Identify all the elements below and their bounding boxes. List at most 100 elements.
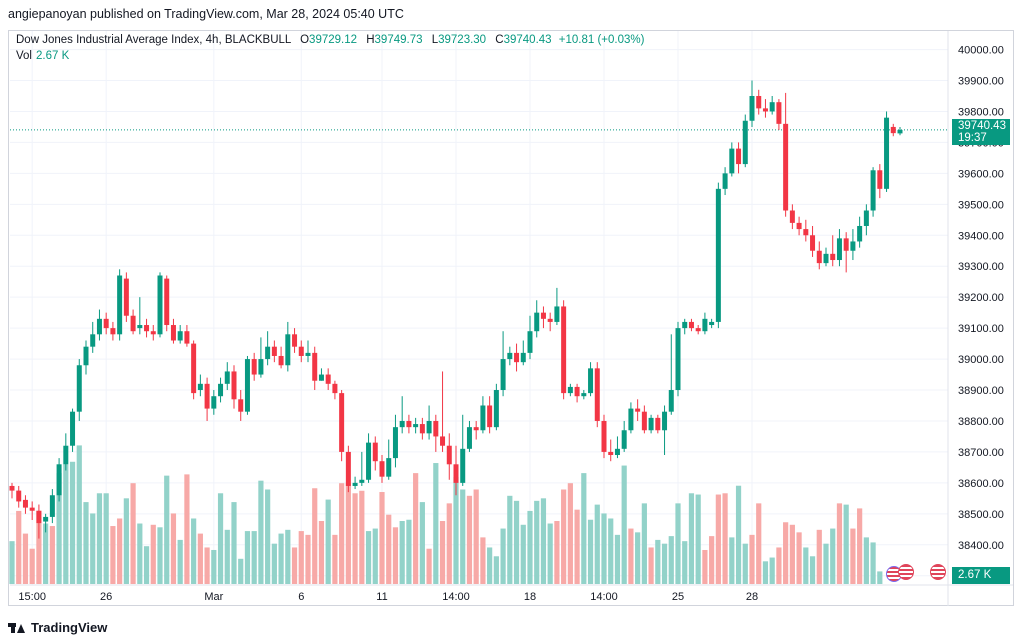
- candle-down: [641, 411, 647, 431]
- y-tick-label: 38900.00: [958, 385, 1004, 397]
- candle-up: [722, 173, 728, 189]
- volume-bar: [601, 513, 607, 584]
- volume-bar: [735, 485, 742, 584]
- candle-up: [749, 95, 755, 121]
- volume-bar: [352, 493, 358, 584]
- candle-up: [742, 120, 748, 165]
- x-tick-label: 25: [672, 591, 684, 603]
- volume-bar: [211, 549, 217, 584]
- volume-bar: [285, 529, 291, 584]
- volume-bar: [507, 495, 513, 584]
- chart-legend: Dow Jones Industrial Average Index, 4h, …: [16, 34, 644, 46]
- volume-bar: [143, 546, 150, 584]
- volume-bar: [547, 523, 553, 584]
- volume-bar: [870, 542, 876, 584]
- volume-bar: [258, 480, 264, 584]
- candle-up: [117, 275, 123, 335]
- candle-up: [480, 405, 486, 431]
- candle-up: [715, 188, 721, 322]
- candle-up: [567, 386, 573, 394]
- us-flag-icon-axis[interactable]: [930, 564, 946, 580]
- volume-bar: [157, 527, 163, 584]
- volume-bar: [298, 531, 304, 584]
- candle-up: [392, 427, 398, 459]
- candle-up: [157, 275, 163, 335]
- candle-down: [419, 424, 425, 434]
- volume-bar: [22, 533, 29, 584]
- y-tick-label: 39500.00: [958, 199, 1004, 211]
- volume-bar: [305, 534, 311, 584]
- chart-frame: [8, 30, 1014, 606]
- volume-bar: [244, 531, 251, 584]
- y-tick-label: 39800.00: [958, 106, 1004, 118]
- candle-up: [399, 420, 405, 428]
- x-tick-label: 28: [746, 591, 758, 603]
- candle-down: [789, 210, 795, 223]
- y-tick-label: 39300.00: [958, 261, 1004, 273]
- candle-down: [540, 312, 546, 319]
- volume-bar: [493, 556, 499, 584]
- volume-bar: [291, 547, 298, 584]
- volume-bar: [621, 465, 627, 584]
- volume-bar: [729, 537, 735, 584]
- volume-bar: [197, 533, 203, 584]
- y-tick-label: 38600.00: [958, 478, 1004, 490]
- candle-up: [265, 346, 271, 360]
- volume-bar: [184, 474, 190, 584]
- volume-bar: [561, 489, 567, 584]
- volume-bar: [379, 492, 385, 584]
- candle-up: [588, 368, 594, 394]
- candle-down: [332, 383, 338, 394]
- candle-down: [473, 427, 479, 431]
- volume-bar: [742, 543, 748, 584]
- close-label: C: [495, 34, 504, 46]
- candle-down: [103, 318, 109, 329]
- volume-bar: [769, 557, 775, 584]
- candle-up: [729, 148, 735, 174]
- candle-down: [547, 318, 553, 322]
- candle-up: [836, 238, 842, 261]
- x-tick-label: Mar: [204, 591, 223, 603]
- candle-up: [56, 464, 62, 496]
- candle-down: [783, 123, 789, 211]
- candle-up: [413, 424, 419, 428]
- volume-bar: [823, 543, 829, 584]
- candle-down: [446, 445, 452, 465]
- candle-up: [466, 427, 472, 449]
- candle-up: [224, 371, 230, 384]
- candle-down: [514, 352, 520, 363]
- volume-bar: [614, 534, 621, 584]
- volume-bar: [466, 495, 473, 584]
- candle-up: [863, 210, 869, 226]
- candle-down: [762, 108, 768, 112]
- volume-label: Vol: [16, 50, 32, 62]
- volume-bar: [278, 533, 284, 584]
- candle-up: [520, 352, 526, 363]
- candle-up: [76, 365, 82, 412]
- volume-bar: [809, 556, 816, 584]
- candle-up: [662, 411, 668, 431]
- candle-up: [218, 383, 224, 397]
- x-tick-label: 11: [376, 591, 387, 603]
- candle-down: [487, 405, 493, 428]
- us-flag-icon[interactable]: [898, 564, 914, 580]
- volume-bar: [635, 532, 641, 584]
- candle-down: [810, 235, 816, 251]
- symbol-title[interactable]: Dow Jones Industrial Average Index, 4h, …: [16, 34, 291, 46]
- candle-down: [890, 126, 896, 134]
- volume-bar: [16, 510, 22, 584]
- volume-bar: [43, 523, 49, 584]
- candle-up: [870, 170, 876, 211]
- candle-down: [406, 420, 412, 428]
- open-label: O: [300, 34, 310, 46]
- candle-down: [164, 278, 170, 326]
- candle-down: [312, 352, 318, 381]
- y-tick-label: 39400.00: [958, 230, 1004, 242]
- candle-down: [123, 278, 129, 316]
- volume-bar: [803, 547, 809, 584]
- volume-bar: [406, 519, 412, 584]
- candle-down: [379, 461, 385, 477]
- candle-down: [453, 464, 459, 483]
- y-tick-label: 38800.00: [958, 416, 1004, 428]
